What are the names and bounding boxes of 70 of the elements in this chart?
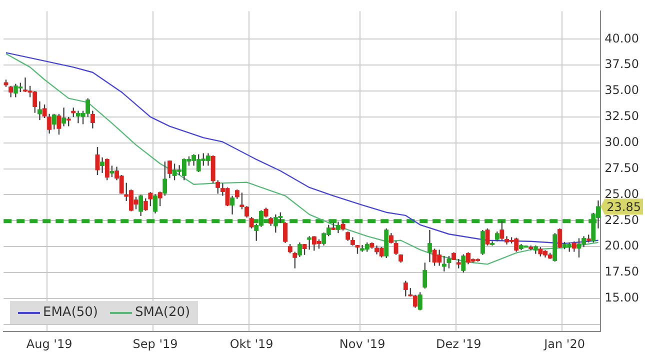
candlestick [442,255,446,272]
candlestick [446,255,452,269]
candlestick [298,242,302,258]
y-tick-label: 15.00 [604,290,640,305]
candlestick [90,110,95,129]
x-tick-label: Dez '19 [436,336,482,351]
candlestick [168,160,172,179]
candlestick [216,180,220,194]
candlestick [56,113,62,136]
candlestick [52,113,56,130]
candlestick [404,280,408,297]
candlestick [283,222,288,244]
y-tick-label: 22.50 [604,212,640,227]
candlestick [95,146,100,176]
candlestick [558,228,562,249]
candlestick [244,206,249,218]
y-tick-label: 37.50 [604,57,640,72]
candlestick [104,158,110,181]
candlestick [148,192,153,207]
x-tick-label: Jan '20 [543,336,585,351]
candlestick [494,230,500,242]
y-tick-label: 25.00 [604,186,640,201]
candlestick [8,85,13,98]
candlestick [485,228,490,246]
candlestick [110,165,114,178]
legend-label: SMA(20) [135,305,190,320]
candlestick [572,240,576,252]
candlestick [422,262,428,290]
candlestick [47,113,52,134]
candlestick [389,232,394,244]
y-tick-label: 20.00 [604,238,640,253]
candlestick [144,198,148,212]
candlestick [418,292,422,311]
candlestick [249,216,254,230]
candlestick [264,207,268,218]
candlestick [158,191,162,207]
candlestick [292,251,298,269]
x-tick-label: Sep '19 [132,336,178,351]
legend-label: EMA(50) [43,305,98,320]
y-tick-label: 32.50 [604,109,640,124]
y-tick-label: 17.50 [604,264,640,279]
candlestick [230,195,234,216]
candlestick [461,254,466,274]
y-tick-label: 40.00 [604,31,640,46]
candlestick [346,230,350,242]
x-tick-label: Okt '19 [230,336,274,351]
candlestick [162,160,168,196]
candlestick [153,194,158,214]
candlestick [42,104,47,119]
candlestick [240,192,244,210]
candlestick [38,100,42,121]
candlestick [394,240,398,256]
candlestick [138,194,143,217]
y-tick-label: 35.00 [604,83,640,98]
candlestick [307,236,312,250]
candlestick [71,107,76,118]
text: 23.85 [606,200,642,214]
y-tick-label: 27.50 [604,160,640,175]
candlestick [480,229,485,256]
candlestick [62,107,66,127]
candlestick [288,243,292,254]
candlestick [234,188,240,200]
candlestick [456,258,461,269]
x-tick-label: Aug '19 [26,336,72,351]
candlestick [66,116,71,127]
candlestick [100,156,104,174]
candlestick [500,220,504,241]
x-tick-label: Nov '19 [339,336,386,351]
candlestick [428,229,432,263]
y-tick-label: 30.00 [604,135,640,150]
